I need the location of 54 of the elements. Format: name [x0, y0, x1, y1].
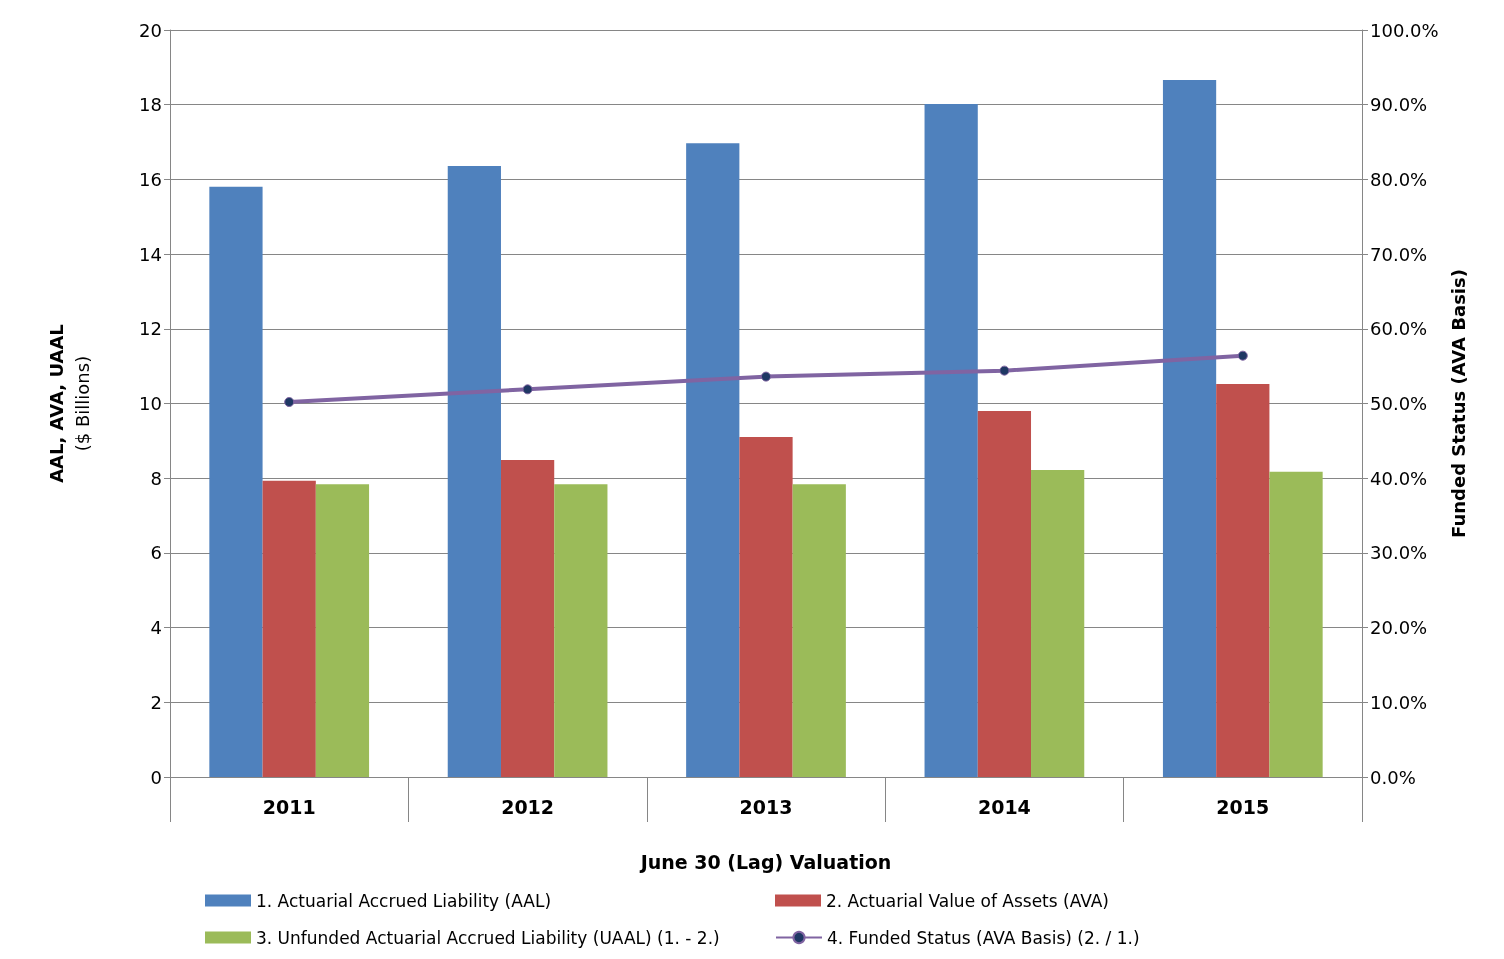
bar [262, 480, 316, 777]
y-tick-label: 8 [150, 467, 162, 489]
x-tick-label: 2013 [739, 795, 793, 818]
y-tick-label: 12 [139, 318, 162, 340]
y-tick-label: 16 [139, 168, 162, 190]
x-axis-title: June 30 (Lag) Valuation [638, 850, 892, 873]
y-tick-label: 6 [150, 542, 162, 564]
bar [1031, 469, 1085, 777]
y2-tick-label: 10.0% [1370, 691, 1428, 713]
y-tick-label: 18 [139, 94, 162, 116]
y2-tick-label: 80.0% [1370, 168, 1428, 190]
y-tick-label: 0 [150, 766, 162, 788]
point [1237, 350, 1248, 361]
x-tick-label: 2014 [977, 795, 1031, 818]
y-tick-label: 10 [139, 393, 162, 414]
bar [1269, 471, 1323, 777]
y-tick-label: 2 [150, 691, 162, 713]
y2-tick-label: 30.0% [1370, 542, 1428, 564]
y2-axis-title: Funded Status (AVA Basis) [1448, 269, 1470, 538]
legend-label: 1. Actuarial Accrued Liability (AAL) [256, 890, 552, 911]
y-tick-label: 20 [139, 19, 162, 41]
y2-tick-label: 70.0% [1370, 243, 1428, 265]
bar [1162, 80, 1217, 777]
bar [686, 143, 740, 777]
bar [977, 410, 1032, 777]
y2-tick-label: 0.0% [1370, 766, 1416, 788]
y-axis-title: AAL, AVA, UAAL ($ Billions) [45, 324, 93, 483]
bar [447, 165, 501, 777]
legend-label: 4. Funded Status (AVA Basis) (2. / 1.) [827, 927, 1140, 948]
bar [792, 484, 846, 777]
point [522, 384, 533, 395]
bar [209, 186, 263, 777]
x-tick-label: 2011 [262, 795, 316, 818]
bar [554, 484, 608, 777]
y-tick-label: 14 [139, 243, 162, 265]
bar [924, 103, 978, 777]
bar [500, 459, 555, 777]
point [761, 371, 771, 382]
bar [1216, 384, 1270, 777]
y2-tick-label: 60.0% [1370, 318, 1428, 340]
legend-label: 2. Actuarial Value of Assets (AVA) [826, 890, 1109, 911]
y2-tick-label: 50.0% [1370, 393, 1428, 414]
y-tick-label: 4 [150, 617, 162, 639]
point [284, 397, 295, 407]
x-tick-label: 2015 [1216, 795, 1270, 818]
y2-tick-label: 40.0% [1370, 467, 1428, 489]
x-tick-label: 2012 [501, 795, 555, 818]
y2-tick-label: 20.0% [1370, 617, 1428, 639]
bar [739, 437, 793, 777]
y2-tick-label: 100.0% [1370, 19, 1439, 41]
bar [315, 484, 370, 777]
point [999, 365, 1010, 376]
legend-label: 3. Unfunded Actuarial Accrued Liability (UAAL) (1. - 2.) [256, 927, 720, 948]
y2-tick-label: 90.0% [1370, 94, 1428, 116]
